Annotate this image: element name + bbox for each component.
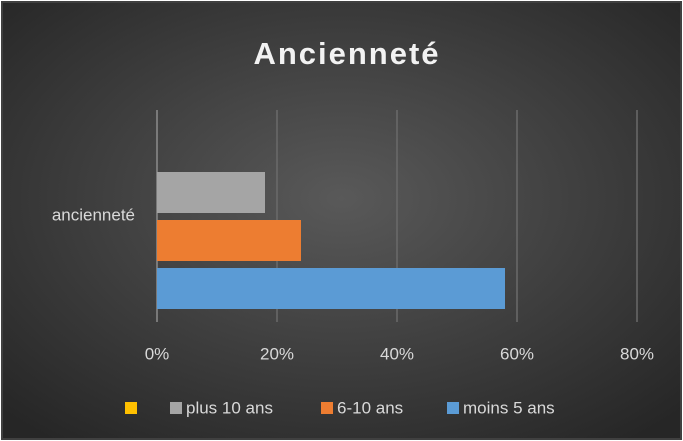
x-tick-label: 40% (380, 344, 414, 363)
bar (157, 172, 265, 213)
legend-swatch (321, 402, 333, 414)
legend-label: plus 10 ans (186, 398, 273, 417)
bar (157, 268, 505, 309)
legend-swatch (125, 402, 137, 414)
x-tick-label: 20% (260, 344, 294, 363)
legend-label: moins 5 ans (463, 398, 555, 417)
y-tick-label: ancienneté (52, 205, 135, 224)
x-tick-label: 60% (500, 344, 534, 363)
legend-swatch (447, 402, 459, 414)
x-tick-label: 0% (145, 344, 170, 363)
legend-label: 6-10 ans (337, 398, 403, 417)
x-tick-label: 80% (620, 344, 654, 363)
chart-title: Ancienneté (253, 36, 440, 71)
legend-swatch (170, 402, 182, 414)
bar (157, 220, 301, 261)
